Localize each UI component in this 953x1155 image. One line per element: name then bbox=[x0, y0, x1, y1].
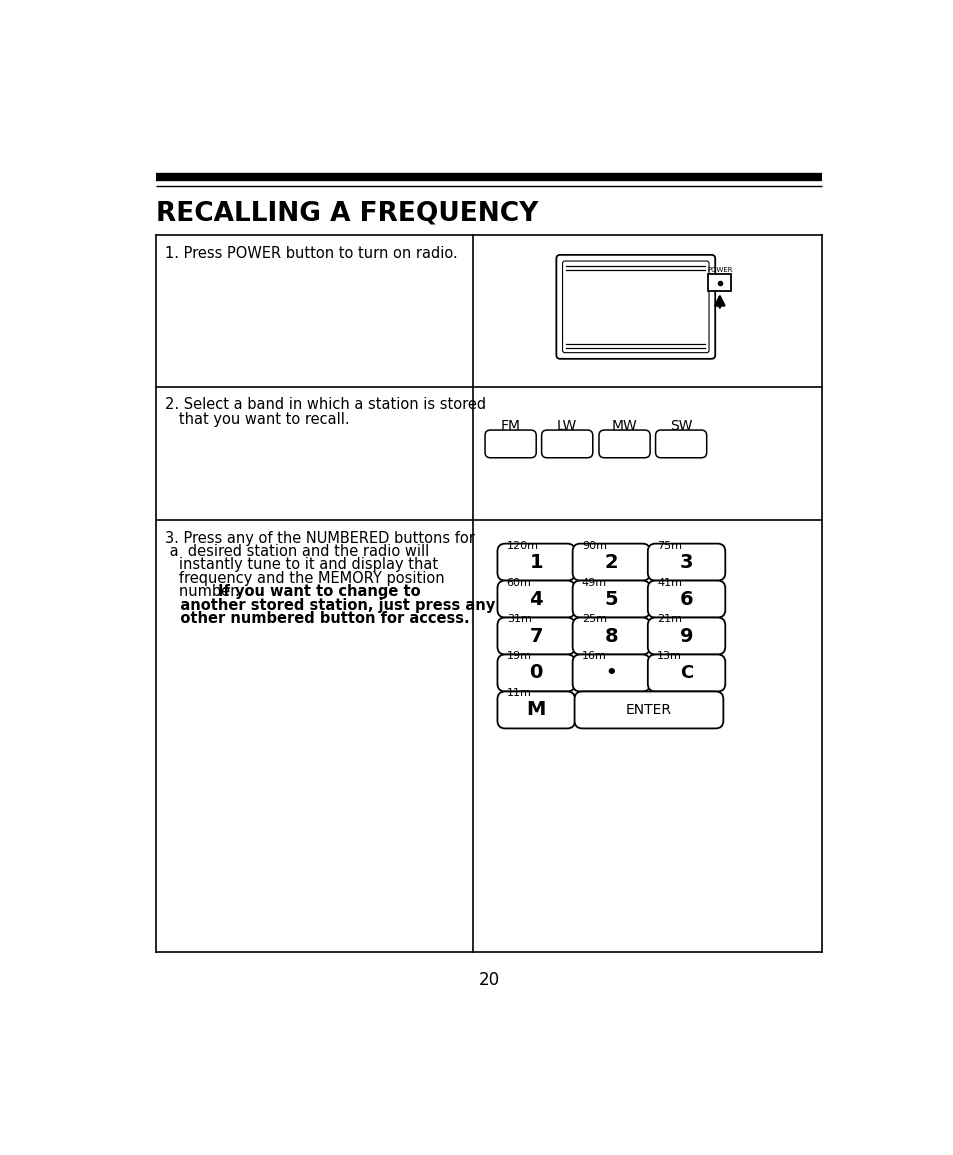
Text: 60m: 60m bbox=[506, 578, 531, 588]
FancyBboxPatch shape bbox=[497, 655, 575, 692]
FancyBboxPatch shape bbox=[647, 618, 724, 655]
FancyBboxPatch shape bbox=[497, 692, 575, 729]
Text: FM: FM bbox=[500, 419, 520, 433]
Text: 11m: 11m bbox=[506, 688, 531, 699]
Text: 0: 0 bbox=[529, 663, 542, 683]
FancyBboxPatch shape bbox=[655, 430, 706, 457]
Text: a  desired station and the radio will: a desired station and the radio will bbox=[165, 544, 429, 559]
FancyBboxPatch shape bbox=[647, 581, 724, 618]
Text: If you want to change to: If you want to change to bbox=[217, 584, 420, 599]
FancyBboxPatch shape bbox=[572, 544, 649, 581]
FancyBboxPatch shape bbox=[497, 618, 575, 655]
Text: 13m: 13m bbox=[657, 651, 681, 662]
Text: •: • bbox=[605, 664, 617, 681]
FancyBboxPatch shape bbox=[647, 544, 724, 581]
Text: 75m: 75m bbox=[657, 541, 681, 551]
FancyBboxPatch shape bbox=[647, 655, 724, 692]
FancyBboxPatch shape bbox=[572, 655, 649, 692]
Text: MW: MW bbox=[611, 419, 637, 433]
Text: that you want to recall.: that you want to recall. bbox=[165, 412, 349, 427]
Text: 120m: 120m bbox=[506, 541, 538, 551]
Text: 2: 2 bbox=[604, 552, 618, 572]
FancyBboxPatch shape bbox=[497, 544, 575, 581]
Text: 16m: 16m bbox=[581, 651, 606, 662]
Text: SW: SW bbox=[669, 419, 692, 433]
Text: frequency and the MEMORY position: frequency and the MEMORY position bbox=[165, 571, 444, 586]
Text: POWER: POWER bbox=[706, 267, 732, 273]
Text: instantly tune to it and display that: instantly tune to it and display that bbox=[165, 558, 437, 573]
Text: 7: 7 bbox=[529, 626, 542, 646]
Text: 5: 5 bbox=[604, 589, 618, 609]
Text: 20: 20 bbox=[477, 971, 499, 989]
Text: ENTER: ENTER bbox=[625, 703, 671, 717]
FancyBboxPatch shape bbox=[572, 618, 649, 655]
Text: 19m: 19m bbox=[506, 651, 531, 662]
Text: 4: 4 bbox=[529, 589, 542, 609]
FancyBboxPatch shape bbox=[707, 274, 731, 291]
Text: 41m: 41m bbox=[657, 578, 681, 588]
FancyBboxPatch shape bbox=[541, 430, 592, 457]
FancyBboxPatch shape bbox=[497, 581, 575, 618]
Text: 1. Press POWER button to turn on radio.: 1. Press POWER button to turn on radio. bbox=[165, 246, 457, 261]
Text: M: M bbox=[526, 700, 545, 720]
Text: RECALLING A FREQUENCY: RECALLING A FREQUENCY bbox=[155, 200, 537, 226]
Text: 90m: 90m bbox=[581, 541, 606, 551]
Text: 8: 8 bbox=[604, 626, 618, 646]
Text: 49m: 49m bbox=[581, 578, 606, 588]
Text: number.: number. bbox=[165, 584, 244, 599]
Text: 6: 6 bbox=[679, 589, 693, 609]
Text: 3: 3 bbox=[679, 552, 693, 572]
Text: 25m: 25m bbox=[581, 614, 606, 625]
Text: other numbered button for access.: other numbered button for access. bbox=[165, 611, 469, 626]
Text: 1: 1 bbox=[529, 552, 542, 572]
Text: 21m: 21m bbox=[657, 614, 681, 625]
Text: 31m: 31m bbox=[506, 614, 531, 625]
Text: LW: LW bbox=[557, 419, 577, 433]
Text: 2. Select a band in which a station is stored: 2. Select a band in which a station is s… bbox=[165, 397, 486, 412]
FancyBboxPatch shape bbox=[556, 255, 715, 359]
Text: another stored station, just press any: another stored station, just press any bbox=[165, 598, 495, 613]
FancyBboxPatch shape bbox=[572, 581, 649, 618]
FancyBboxPatch shape bbox=[484, 430, 536, 457]
FancyBboxPatch shape bbox=[598, 430, 649, 457]
Text: 3. Press any of the NUMBERED buttons for: 3. Press any of the NUMBERED buttons for bbox=[165, 530, 475, 545]
FancyBboxPatch shape bbox=[574, 692, 722, 729]
Text: C: C bbox=[679, 664, 693, 681]
Text: 9: 9 bbox=[679, 626, 693, 646]
FancyBboxPatch shape bbox=[562, 261, 708, 352]
